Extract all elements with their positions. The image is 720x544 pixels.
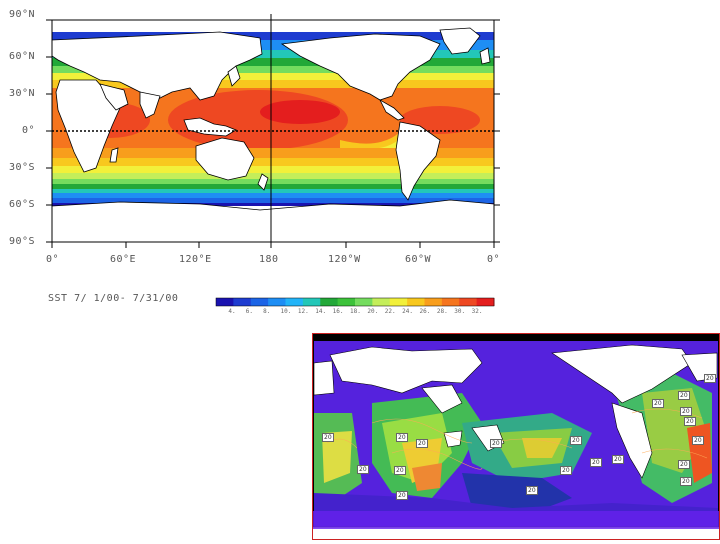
colorbar-swatch	[424, 298, 443, 306]
colorbar-swatch	[233, 298, 252, 306]
chlorophyll-land	[311, 344, 720, 541]
lon-label-60w: 60°W	[405, 254, 432, 265]
sst-map-svg	[46, 14, 500, 307]
colorbar-tick-label: 28.	[436, 308, 448, 315]
contour-label: 20	[394, 466, 406, 475]
colorbar-swatch	[459, 298, 478, 306]
contour-label: 20	[560, 466, 572, 475]
colorbar-tick-label: 4.	[228, 308, 236, 315]
contour-label: 20	[692, 436, 704, 445]
colorbar-tick-label: 18.	[350, 308, 361, 315]
colorbar-tick-label: 26.	[419, 308, 431, 315]
colorbar-tick-label: 6.	[245, 308, 253, 315]
lon-label-60e: 60°E	[110, 254, 137, 265]
colorbar-tick-label: 20.	[367, 308, 379, 315]
contour-label: 20	[526, 486, 538, 495]
colorbar-swatch	[389, 298, 408, 306]
contour-label: 20	[652, 399, 664, 408]
contour-label: 20	[357, 465, 369, 474]
lon-label-120e: 120°E	[179, 254, 212, 265]
colorbar-swatch	[441, 298, 460, 306]
sst-colorbar	[215, 297, 495, 307]
contour-label: 20	[612, 455, 624, 464]
sst-caption: SST 7/ 1/00- 7/31/00	[48, 293, 179, 304]
contour-label: 20	[590, 458, 602, 467]
lat-label-60n: 60°N	[9, 51, 36, 62]
colorbar-tick-label: 12.	[297, 308, 309, 315]
colorbar-swatch	[285, 298, 304, 306]
colorbar-tick-label: 24.	[402, 308, 413, 315]
colorbar-tick-label: 22.	[384, 308, 396, 315]
contour-label: 20	[490, 439, 502, 448]
contour-label: 20	[678, 391, 690, 400]
lat-label-90s: 90°S	[9, 236, 36, 247]
contour-label: 20	[396, 491, 408, 500]
colorbar-tick-label: 10.	[280, 308, 292, 315]
contour-label: 20	[678, 460, 690, 469]
contour-label: 20	[680, 477, 692, 486]
contour-label: 20	[416, 439, 428, 448]
lat-label-60s: 60°S	[9, 199, 36, 210]
lon-label-180: 180	[259, 254, 279, 265]
colorbar-swatch	[407, 298, 425, 306]
colorbar-swatch	[372, 298, 391, 306]
lon-label-0-end: 0°	[487, 254, 501, 265]
colorbar-swatch	[268, 298, 286, 306]
colorbar-swatch	[355, 298, 373, 306]
lat-label-30s: 30°S	[9, 162, 36, 173]
sst-field	[52, 20, 494, 242]
colorbar-tick-label: 32.	[471, 308, 483, 315]
colorbar-tick-label: 14.	[315, 308, 327, 315]
contour-label: 20	[684, 417, 696, 426]
colorbar-swatch	[476, 298, 495, 306]
colorbar-swatch	[337, 298, 356, 306]
contour-label: 20	[322, 433, 334, 442]
lat-label-90n: 90°N	[9, 9, 36, 20]
lat-label-eq: 0°	[22, 125, 36, 136]
colorbar-swatch	[216, 298, 234, 306]
sst-map-panel: 90°N 60°N 30°N 0° 30°S 60°S 90°S 0° 60°E…	[9, 9, 501, 315]
lon-label-120w: 120°W	[328, 254, 361, 265]
colorbar-tick-label: 8.	[263, 308, 271, 315]
colorbar-tick-label: 30.	[454, 308, 466, 315]
contour-label: 20	[570, 436, 582, 445]
colorbar-swatch	[302, 298, 321, 306]
contour-label: 20	[396, 433, 408, 442]
lat-label-30n: 30°N	[9, 88, 36, 99]
contour-label: 20	[704, 374, 716, 383]
colorbar-tick-label: 16.	[332, 308, 344, 315]
colorbar-swatch	[250, 298, 269, 306]
lon-label-0: 0°	[46, 254, 60, 265]
chlorophyll-map-panel: 20 20 20 20 20 20 20 20 20 20 20 20 20 2…	[311, 333, 720, 541]
chlorophyll-map-svg	[311, 333, 720, 541]
contour-label: 20	[680, 407, 692, 416]
colorbar-swatch	[320, 298, 339, 306]
